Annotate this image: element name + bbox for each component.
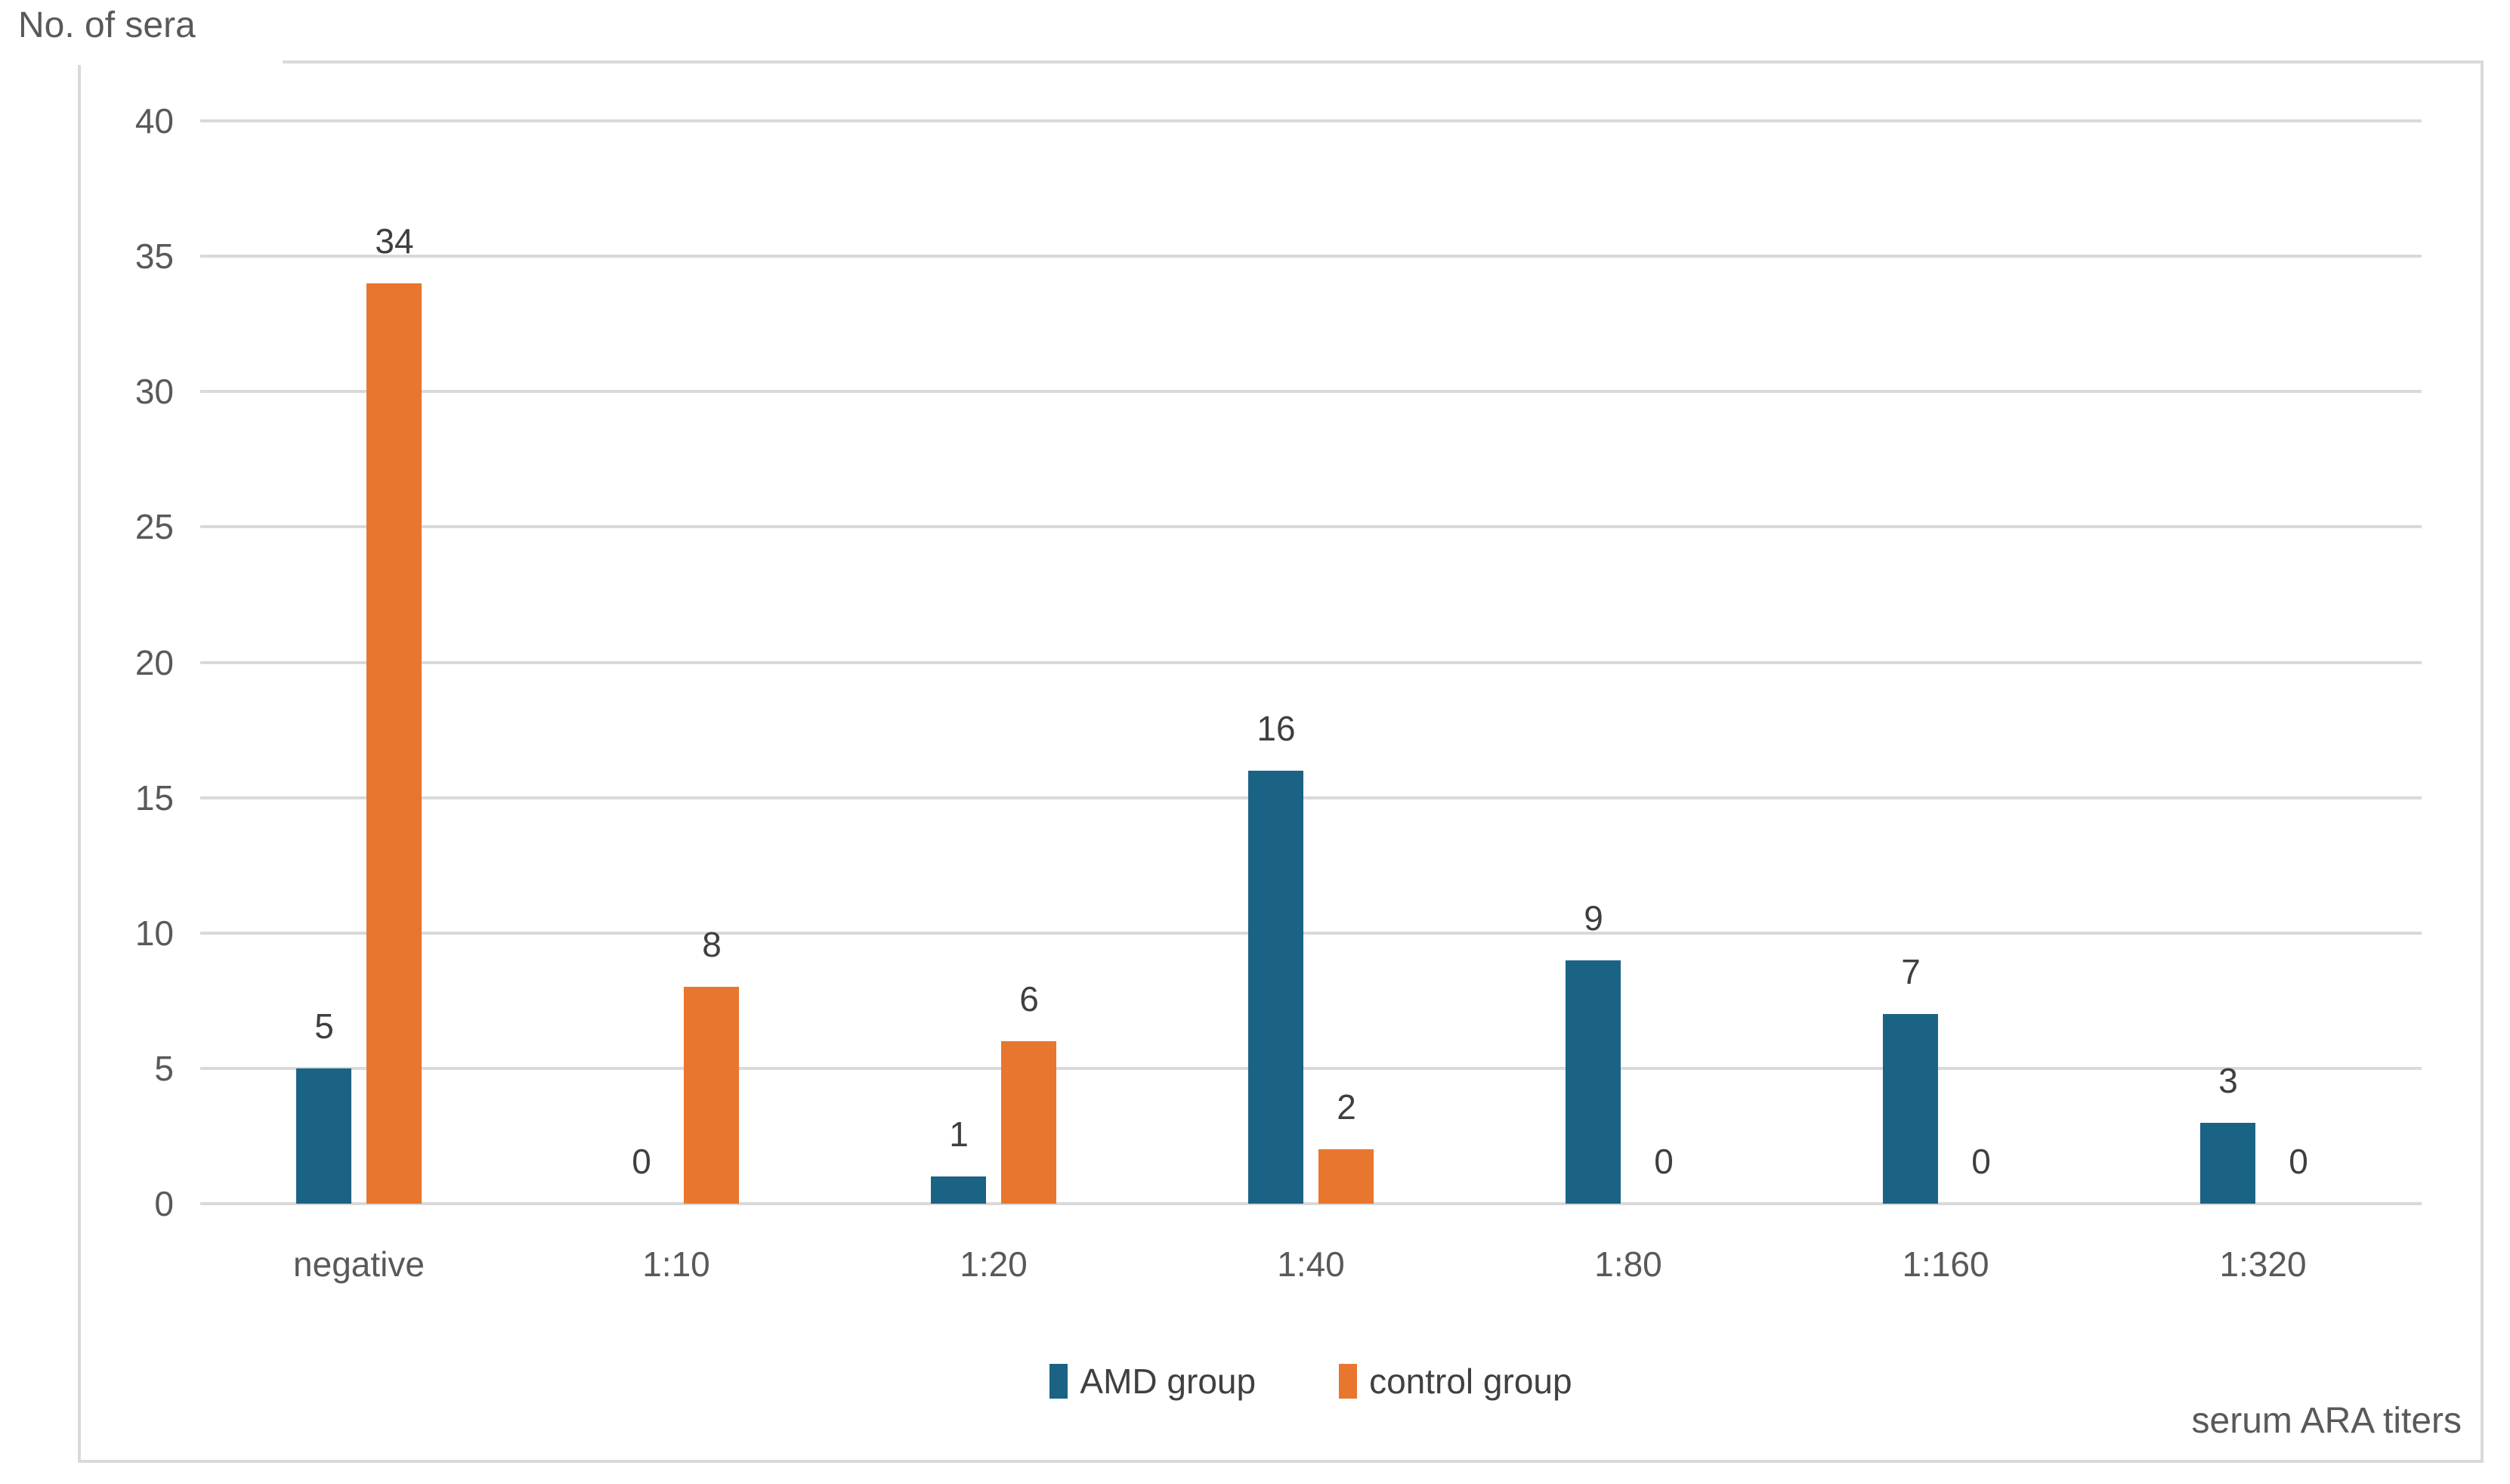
- y-axis-tick-label: 20: [134, 642, 174, 682]
- gridline-0: [200, 1202, 2422, 1205]
- y-axis-title: No. of sera: [18, 3, 283, 65]
- bar-value-label-amd-1:20: 1: [949, 1115, 969, 1154]
- gridline-10: [200, 931, 2422, 935]
- y-axis-tick-label: 10: [134, 913, 174, 953]
- plot-area: 0 5 10 15 20 25 30 35 40 5 0 1 16 9 7 3 34 8 6 2 0 0 0 negative…: [135, 101, 2422, 1284]
- gridline-20: [200, 660, 2422, 664]
- gridline-5: [200, 1066, 2422, 1070]
- x-axis-tick-label: 1:10: [642, 1244, 710, 1284]
- gridline-15: [200, 796, 2422, 799]
- legend: AMD group control group: [200, 1360, 2422, 1402]
- legend-label-control-group: control group: [1369, 1362, 1572, 1401]
- bar-control-1:20: [1001, 1041, 1056, 1204]
- bar-value-label-control-1:40: 2: [1337, 1087, 1356, 1127]
- bar-value-label-control-1:160: 0: [1971, 1142, 1991, 1181]
- bar-control-negative: [366, 283, 422, 1204]
- x-axis-tick-label: negative: [293, 1244, 425, 1284]
- bar-control-1:10: [684, 987, 739, 1204]
- gridline-30: [200, 390, 2422, 394]
- gridline-40: [200, 119, 2422, 122]
- x-axis-tick-label: 1:20: [960, 1244, 1028, 1284]
- y-axis-tick-label: 5: [154, 1048, 174, 1088]
- bar-value-label-control-1:320: 0: [2289, 1142, 2308, 1181]
- bar-amd-1:40: [1248, 771, 1303, 1204]
- bar-amd-1:20: [931, 1176, 986, 1204]
- bar-value-label-amd-1:320: 3: [2218, 1061, 2238, 1100]
- y-axis-tick-label: 40: [134, 101, 174, 141]
- bar-value-label-control-1:10: 8: [702, 925, 722, 964]
- x-axis-title: serum ARA titers: [2191, 1401, 2462, 1441]
- x-axis-tick-label: 1:160: [1902, 1244, 1989, 1284]
- bar-value-label-amd-1:80: 9: [1584, 898, 1603, 938]
- legend-marker-control-group: [1339, 1364, 1358, 1399]
- y-axis-tick-label: 0: [154, 1184, 174, 1223]
- y-axis-tick-label: 30: [134, 372, 174, 412]
- chart-frame: [78, 60, 2484, 1463]
- bar-amd-1:80: [1566, 960, 1621, 1204]
- legend-item-control-group: control group: [1339, 1360, 1572, 1402]
- legend-label-amd-group: AMD group: [1080, 1362, 1257, 1401]
- gridline-25: [200, 525, 2422, 529]
- bar-control-1:40: [1318, 1149, 1374, 1204]
- x-axis-tick-label: 1:80: [1594, 1244, 1662, 1284]
- y-axis-tick-label: 25: [134, 507, 174, 547]
- x-axis-tick-label: 1:40: [1277, 1244, 1345, 1284]
- bar-amd-1:160: [1883, 1014, 1938, 1204]
- legend-marker-amd-group: [1049, 1364, 1068, 1399]
- bar-value-label-amd-negative: 5: [314, 1006, 334, 1046]
- x-axis-tick-label: 1:320: [2219, 1244, 2307, 1284]
- bar-value-label-control-negative: 34: [375, 221, 414, 261]
- bar-value-label-control-1:20: 6: [1019, 979, 1039, 1019]
- gridline-35: [200, 255, 2422, 258]
- y-axis-tick-label: 15: [134, 778, 174, 818]
- bar-value-label-amd-1:10: 0: [632, 1142, 651, 1181]
- bar-value-label-amd-1:160: 7: [1901, 952, 1921, 991]
- bar-amd-1:320: [2200, 1123, 2255, 1204]
- bar-value-label-control-1:80: 0: [1654, 1142, 1674, 1181]
- y-axis-tick-label: 35: [134, 237, 174, 277]
- legend-item-amd-group: AMD group: [1049, 1360, 1256, 1402]
- bar-value-label-amd-1:40: 16: [1257, 709, 1296, 748]
- bar-amd-negative: [296, 1068, 351, 1204]
